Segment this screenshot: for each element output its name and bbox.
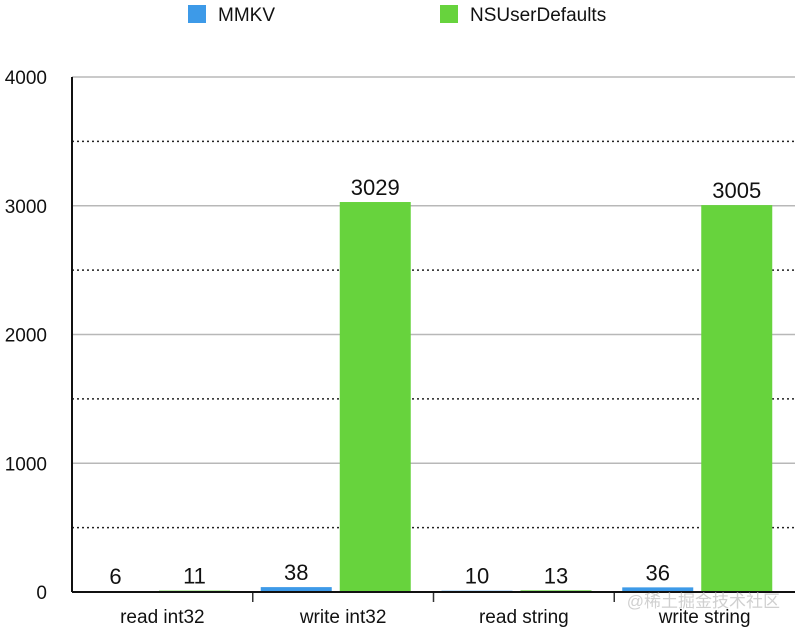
legend-label-nsuserdefaults: NSUserDefaults	[470, 5, 606, 26]
watermark: @稀土掘金技术社区	[627, 592, 780, 611]
y-tick-label: 3000	[5, 197, 47, 218]
y-tick-label: 2000	[5, 326, 47, 347]
axes: 0 1000 2000 3000 4000 read int32 write int32 re…	[5, 68, 795, 628]
data-label: 3005	[712, 178, 761, 203]
x-tick-label: read int32	[120, 607, 205, 628]
bar-mmkv-1	[260, 587, 332, 592]
data-label: 38	[284, 560, 308, 585]
y-tick-label: 1000	[5, 454, 47, 475]
x-tick-label: write string	[658, 607, 751, 628]
legend-label-mmkv: MMKV	[218, 5, 275, 26]
x-tick-label: write int32	[299, 607, 387, 628]
data-label: 10	[465, 564, 489, 589]
legend: MMKV NSUserDefaults	[188, 5, 606, 26]
data-labels: 6 11 38 3029 10 13 36 3005	[109, 175, 761, 589]
data-label: 11	[183, 564, 206, 589]
data-label: 36	[646, 560, 670, 585]
bar-mmkv-3	[622, 587, 694, 592]
data-label: 3029	[351, 175, 400, 200]
y-tick-label: 0	[36, 583, 47, 604]
bar-nsuserdefaults-1	[339, 202, 411, 593]
bar-nsuserdefaults-3	[701, 205, 773, 592]
x-tick-label: read string	[479, 607, 569, 628]
bars	[80, 202, 773, 593]
legend-swatch-nsuserdefaults	[440, 5, 458, 23]
data-label: 6	[109, 564, 121, 589]
grid	[72, 76, 795, 529]
y-tick-label: 4000	[5, 68, 47, 89]
data-label: 13	[544, 563, 568, 588]
legend-swatch-mmkv	[188, 5, 206, 23]
